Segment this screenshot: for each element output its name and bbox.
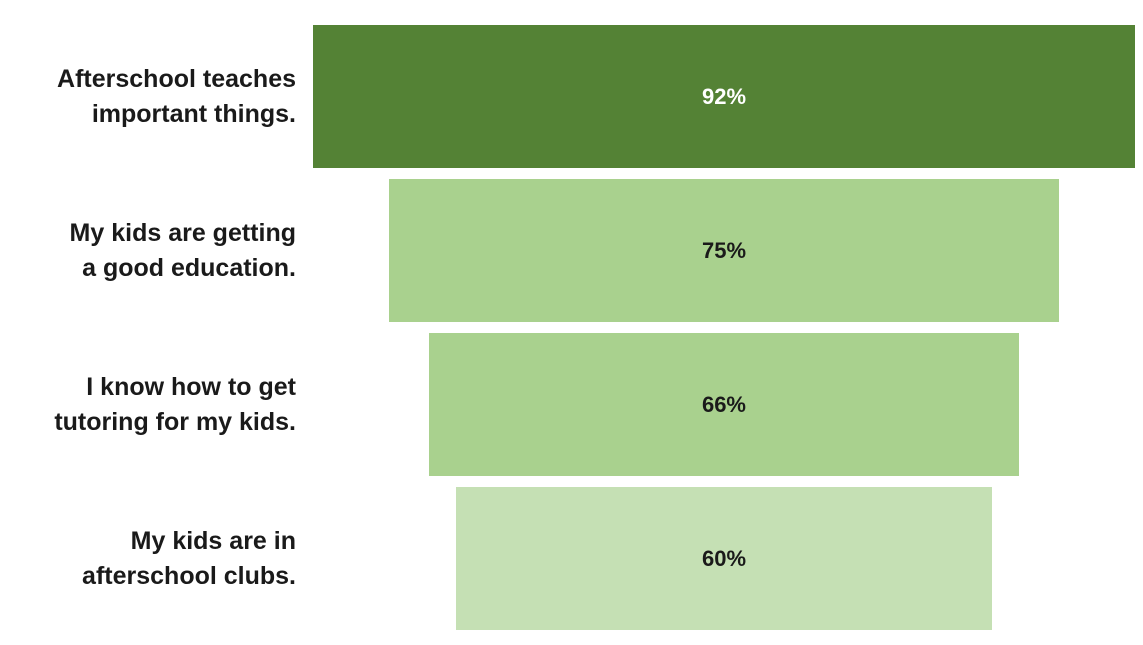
value-label: 60%: [701, 545, 747, 571]
category-label: I know how to get tutoring for my kids.: [54, 372, 296, 436]
category-label: My kids are getting a good education.: [69, 218, 296, 282]
funnel-bar: 75%: [389, 179, 1059, 322]
value-label: 75%: [701, 237, 747, 263]
category-label: Afterschool teaches important things.: [57, 64, 296, 128]
value-label: 92%: [701, 83, 747, 109]
value-label: 66%: [701, 391, 746, 417]
category-label: My kids are in afterschool clubs.: [82, 526, 296, 590]
funnel-bar: 66%: [429, 333, 1019, 476]
funnel-bar: 60%: [456, 487, 992, 630]
funnel-bar: 92%: [313, 25, 1135, 168]
